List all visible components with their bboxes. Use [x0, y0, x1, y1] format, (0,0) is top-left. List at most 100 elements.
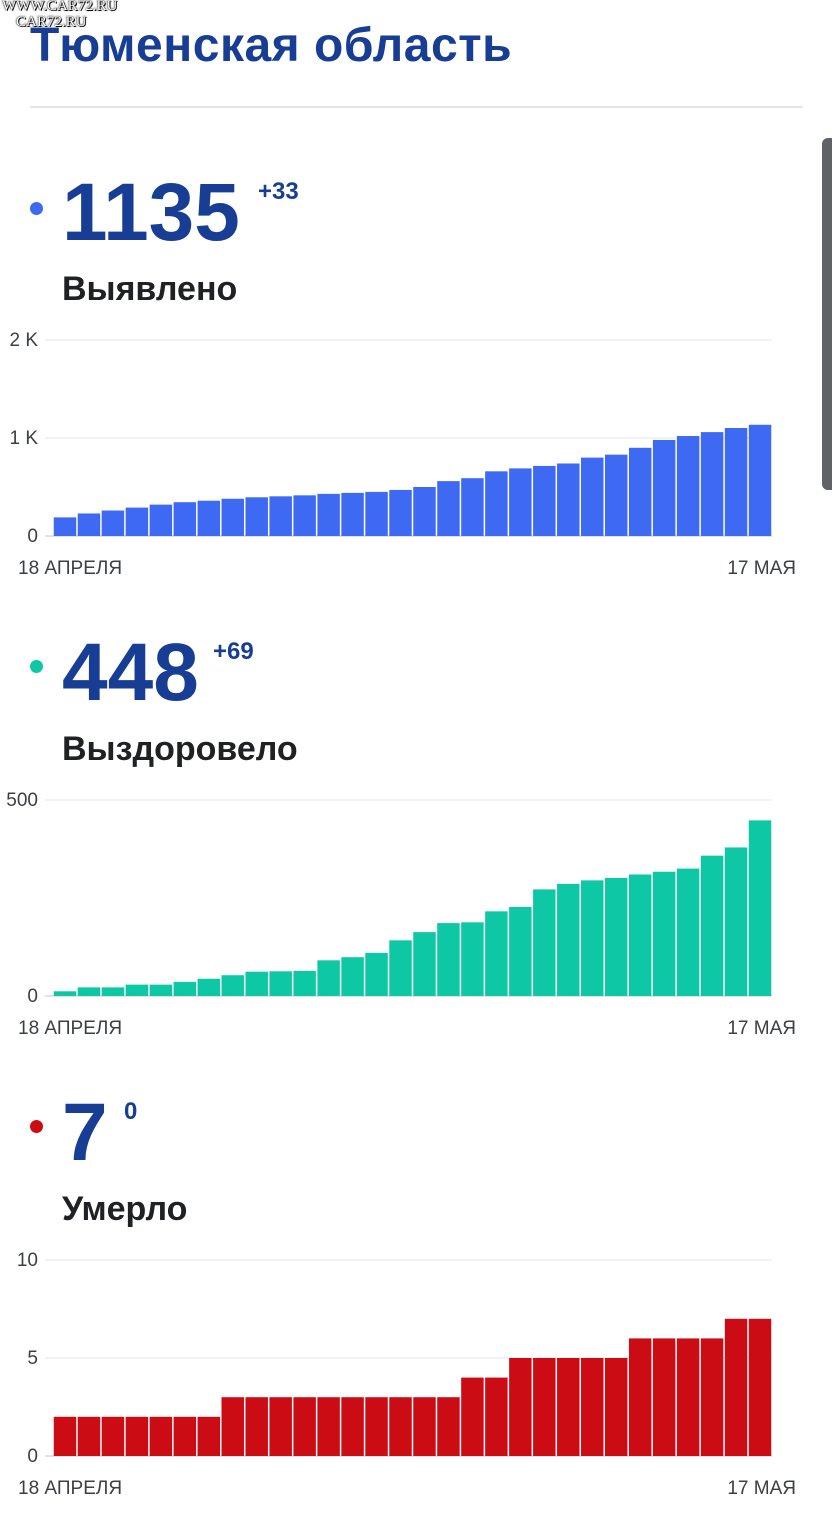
bar [293, 495, 316, 536]
bar [509, 468, 532, 536]
bar [557, 463, 580, 536]
bar [652, 1338, 676, 1456]
bar [533, 1358, 556, 1456]
y-tick-label: 0 [27, 986, 38, 1007]
bar [461, 1377, 484, 1456]
bar [365, 952, 388, 996]
bar [628, 447, 652, 536]
bar [652, 871, 676, 996]
watermark-line-1: WWW.CAR72.RU [2, 0, 118, 14]
bar [245, 1397, 268, 1456]
bar [700, 432, 724, 536]
bar [197, 1416, 221, 1456]
bar [533, 465, 556, 536]
bar [413, 487, 436, 536]
x-end-label: 17 МАЯ [727, 1478, 796, 1499]
bar [724, 847, 748, 996]
recovered-label: Выздоровело [62, 730, 298, 768]
y-tick-label: 500 [6, 790, 38, 811]
bar [437, 481, 460, 536]
bar [557, 883, 580, 996]
bar [269, 1397, 292, 1456]
bar [77, 1416, 101, 1456]
bar [365, 491, 388, 536]
bar [125, 507, 149, 536]
bar [604, 454, 628, 536]
bar [557, 1358, 580, 1456]
bar [221, 498, 244, 536]
watermark: WWW.CAR72.RU CAR72.RU [2, 0, 117, 30]
bar [269, 496, 292, 536]
bar [173, 502, 197, 536]
bar [293, 1397, 316, 1456]
x-end-label: 17 МАЯ [727, 558, 796, 579]
bar [724, 1318, 748, 1456]
bar [149, 504, 173, 536]
legend-dot [30, 202, 43, 215]
bar [389, 1397, 412, 1456]
legend-dot [30, 1120, 43, 1133]
bar [53, 1416, 77, 1456]
bar [101, 1416, 125, 1456]
bar [317, 493, 340, 536]
bar [293, 970, 316, 996]
bar [676, 868, 700, 996]
bar [269, 971, 292, 996]
confirmed-delta: +33 [258, 178, 299, 205]
bar [724, 428, 748, 536]
bar [245, 497, 268, 536]
bar [149, 984, 173, 996]
watermark-line-2: CAR72.RU [16, 14, 87, 30]
x-end-label: 17 МАЯ [727, 1018, 796, 1039]
confirmed-label: Выявлено [62, 270, 238, 308]
bar [197, 500, 221, 536]
recovered-chart: 0 500 18 АПРЕЛЯ 17 МАЯ [6, 790, 796, 1039]
bar [748, 1318, 772, 1456]
bar [245, 971, 268, 996]
bar [221, 1397, 244, 1456]
page-title: Тюменская область [30, 19, 513, 72]
bar [628, 874, 652, 996]
confirmed-count: 1135 [62, 167, 240, 258]
scrollbar[interactable] [822, 138, 832, 490]
y-tick-label: 10 [17, 1250, 38, 1271]
bar [485, 911, 508, 996]
legend-dot [30, 660, 43, 673]
bar [197, 978, 221, 996]
bar [700, 1338, 724, 1456]
bar [341, 957, 364, 996]
bar [365, 1397, 388, 1456]
bar [389, 489, 412, 536]
bar [53, 991, 77, 996]
x-start-label: 18 АПРЕЛЯ [18, 1018, 122, 1039]
bar [437, 1397, 460, 1456]
deaths-label: Умерло [62, 1190, 188, 1228]
bar [485, 1377, 508, 1456]
bar [149, 1416, 173, 1456]
bar [317, 1397, 340, 1456]
bar [604, 878, 628, 996]
bar [652, 439, 676, 536]
deaths-delta: 0 [124, 1098, 138, 1125]
bar [581, 880, 604, 996]
bar [341, 492, 364, 536]
bar [77, 513, 101, 536]
bar [461, 922, 484, 996]
bar [581, 457, 604, 536]
bar [533, 889, 556, 996]
bar [461, 478, 484, 536]
bar [437, 923, 460, 996]
bar [389, 940, 412, 996]
section-recovered: 448 +69 Выздоровело 0 500 18 АПРЕЛЯ 17 МАЯ [0, 600, 832, 1060]
y-tick-label: 1 K [9, 428, 38, 449]
bar [77, 987, 101, 996]
y-tick-label: 2 K [9, 330, 38, 351]
bar [101, 510, 125, 536]
bar [748, 820, 772, 996]
bar [628, 1338, 652, 1456]
recovered-count: 448 [62, 627, 199, 718]
bar [125, 984, 149, 996]
bar [509, 1358, 532, 1456]
bar [173, 981, 197, 996]
bar [173, 1416, 197, 1456]
